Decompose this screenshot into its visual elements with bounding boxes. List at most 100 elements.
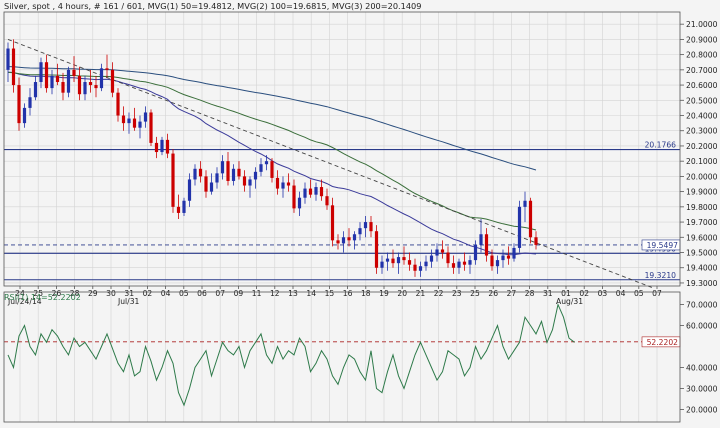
candle-body	[446, 252, 450, 264]
candle-body	[220, 161, 225, 174]
price-tick-label: 20.5000	[686, 96, 718, 105]
candle-body	[149, 112, 153, 143]
rsi-tick-label: 70.0000	[686, 301, 718, 310]
time-tick-label: 18	[361, 289, 371, 298]
candle-body	[61, 82, 65, 93]
price-tick-label: 21.0000	[686, 20, 718, 29]
candle-body	[358, 228, 362, 235]
price-tick-label: 20.2000	[686, 142, 718, 151]
time-tick-label: 04	[616, 289, 626, 298]
candle-body	[462, 261, 467, 265]
candle-body	[506, 255, 511, 259]
candle-body	[391, 258, 395, 264]
price-tick-label: 20.1000	[686, 157, 718, 166]
time-tick-label: 31	[543, 289, 553, 298]
candle-body	[407, 260, 412, 265]
chart-header: Silver, spot , 4 hours, # 161 / 601, MVG…	[4, 1, 421, 11]
candle-body	[336, 240, 340, 244]
candle-body	[435, 249, 439, 256]
candle-body	[248, 179, 252, 186]
candle-body	[209, 182, 214, 192]
candle-body	[171, 153, 175, 207]
candle-body	[99, 68, 104, 89]
candle-body	[143, 112, 148, 122]
time-tick-label: 21	[416, 289, 426, 298]
time-tick-label: 29	[88, 289, 98, 298]
time-tick-label: 11	[252, 289, 262, 298]
price-tick-label: 19.3000	[686, 279, 718, 288]
candle-body	[198, 168, 203, 177]
time-tick-label: 02	[143, 289, 153, 298]
time-tick-label: 30	[106, 289, 116, 298]
candle-body	[242, 176, 247, 186]
candle-body	[363, 222, 368, 229]
horizontal-level-label: 20.1766	[645, 141, 677, 150]
time-tick-label: 12	[270, 289, 280, 298]
candle-body	[28, 97, 32, 108]
time-tick-label: 16	[343, 289, 353, 298]
candle-body	[429, 255, 434, 262]
candle-body	[325, 196, 329, 206]
date-label: Jul/24/14	[7, 297, 42, 306]
candle-body	[303, 188, 307, 198]
rsi-tick-label: 60.0000	[686, 322, 718, 331]
candle-body	[457, 261, 461, 268]
candle-body	[121, 115, 126, 124]
price-tick-label: 20.8000	[686, 51, 718, 60]
price-tick-label: 19.4000	[686, 264, 718, 273]
candle-body	[72, 69, 76, 76]
time-tick-label: 09	[234, 289, 244, 298]
candle-body	[479, 234, 483, 245]
price-tick-label: 20.6000	[686, 81, 718, 90]
candle-body	[154, 142, 159, 153]
candle-body	[281, 182, 285, 189]
candle-body	[468, 260, 472, 265]
candle-body	[176, 206, 181, 213]
time-tick-label: 28	[525, 289, 535, 298]
candle-body	[528, 200, 533, 238]
price-tick-label: 19.7000	[686, 218, 718, 227]
candle-body	[424, 261, 428, 267]
candle-body	[132, 118, 137, 128]
candle-body	[396, 257, 401, 264]
rsi-tick-label: 40.0000	[686, 363, 718, 372]
candle-body	[204, 176, 208, 192]
candle-body	[402, 257, 406, 261]
candle-body	[226, 161, 230, 181]
time-tick-label: 04	[161, 289, 171, 298]
candle-body	[451, 263, 456, 268]
panel-frames	[3, 11, 681, 423]
time-tick-label: 19	[379, 289, 389, 298]
candle-body	[215, 173, 219, 183]
candle-body	[237, 168, 241, 177]
time-tick-label: 26	[52, 289, 62, 298]
candle-body	[33, 82, 38, 98]
candle-body	[17, 85, 21, 124]
candle-body	[259, 164, 263, 172]
candle-body	[50, 75, 54, 89]
candle-body	[473, 244, 478, 261]
rsi-panel: 52.2202	[4, 302, 681, 407]
candle-body	[319, 187, 324, 197]
candle-body	[275, 177, 280, 189]
price-tick-label: 20.3000	[686, 127, 718, 136]
candle-body	[484, 234, 489, 256]
time-tick-label: 31	[124, 289, 134, 298]
candle-body	[523, 200, 527, 207]
candle-body	[352, 234, 357, 241]
candle-body	[116, 92, 120, 116]
time-tick-label: 25	[470, 289, 480, 298]
price-tick-label: 19.6000	[686, 233, 718, 242]
candle-body	[347, 237, 351, 241]
candle-body	[308, 188, 313, 195]
candle-body	[160, 139, 164, 153]
candle-body	[6, 48, 10, 70]
candle-body	[138, 121, 142, 128]
candle-body	[127, 118, 131, 124]
candle-body	[193, 168, 197, 180]
candle-body	[105, 68, 109, 70]
time-tick-label: 03	[598, 289, 608, 298]
candle-body	[330, 205, 335, 241]
